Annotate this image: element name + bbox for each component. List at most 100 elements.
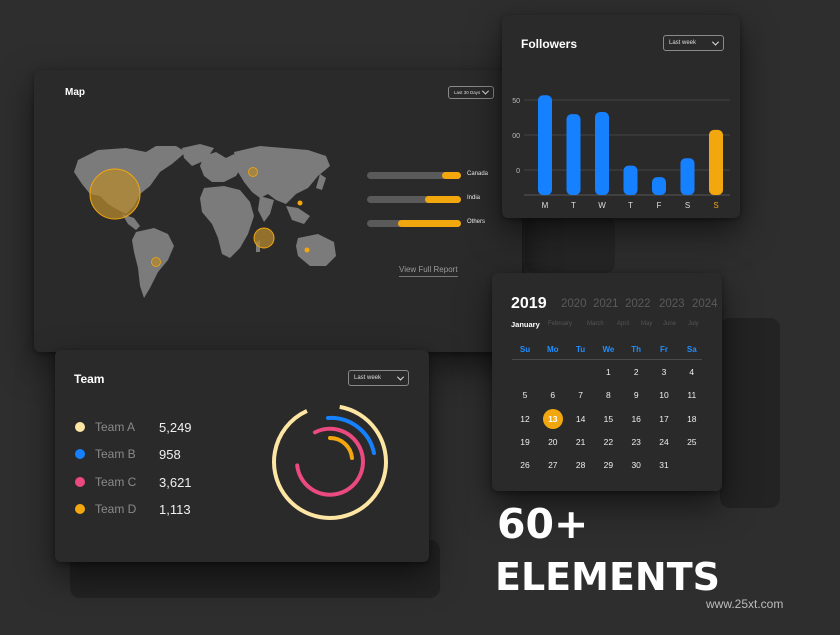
day-22[interactable]: 22	[603, 437, 614, 447]
day-23[interactable]: 23	[631, 437, 641, 447]
day-4[interactable]: 4	[689, 367, 695, 377]
team-b-dot	[75, 449, 85, 459]
month-option-march[interactable]: March	[587, 321, 604, 327]
day-9[interactable]: 9	[633, 390, 639, 400]
promo-count: 60+	[497, 500, 589, 548]
promo-headline: ELEMENTS	[495, 555, 720, 599]
day-2[interactable]: 2	[633, 367, 639, 377]
day-29[interactable]: 29	[603, 460, 614, 470]
year-option-2024[interactable]: 2024	[692, 298, 718, 310]
map-title: Map	[65, 87, 85, 98]
day-3[interactable]: 3	[661, 367, 667, 377]
year-option-2021[interactable]: 2021	[593, 298, 619, 310]
followers-day-label: T	[628, 201, 633, 210]
followers-day-label: S	[713, 201, 718, 210]
map-bar-fill	[425, 196, 461, 203]
calendar-divider	[512, 359, 702, 360]
day-27[interactable]: 27	[548, 460, 558, 470]
followers-day-label: M	[542, 201, 549, 210]
hotspot-asia	[297, 200, 303, 206]
day-26[interactable]: 26	[520, 460, 530, 470]
year-option-2019[interactable]: 2019	[511, 295, 547, 312]
map-bar-canada	[367, 172, 461, 179]
day-10[interactable]: 10	[659, 390, 669, 400]
team-range-select-label: Last week	[354, 375, 382, 381]
team-range-select[interactable]: Last week	[348, 370, 409, 386]
team-c-dot	[75, 477, 85, 487]
day-30[interactable]: 30	[631, 460, 641, 470]
team-row-d: Team D 1,113	[75, 501, 191, 517]
month-option-july[interactable]: July	[688, 321, 699, 327]
followers-bar	[595, 112, 609, 195]
map-bar-india	[367, 196, 461, 203]
month-option-january[interactable]: January	[511, 320, 540, 329]
team-c-ring	[295, 426, 365, 497]
team-a-ring	[272, 404, 388, 520]
day-19[interactable]: 19	[520, 437, 530, 447]
weekday-mo: Mo	[547, 345, 559, 354]
day-7[interactable]: 7	[578, 390, 583, 400]
map-bar-label: India	[467, 195, 481, 201]
month-option-june[interactable]: June	[663, 321, 677, 327]
day-24[interactable]: 24	[659, 437, 669, 447]
map-bar-label: Canada	[467, 171, 489, 177]
hotspot-india	[253, 227, 275, 249]
followers-y-tick: 50	[512, 98, 520, 105]
day-18[interactable]: 18	[687, 414, 697, 424]
followers-range-select-label: Last week	[669, 40, 697, 46]
day-6[interactable]: 6	[550, 390, 556, 400]
day-15[interactable]: 15	[603, 414, 614, 424]
asia-shape	[234, 146, 330, 204]
year-option-2020[interactable]: 2020	[561, 298, 587, 310]
day-16[interactable]: 16	[631, 414, 641, 424]
month-option-april[interactable]: April	[617, 321, 630, 327]
day-1[interactable]: 1	[606, 367, 611, 377]
india-shape	[258, 196, 274, 222]
day-17[interactable]: 17	[659, 414, 669, 424]
followers-range-select[interactable]: Last week	[663, 35, 724, 51]
map-range-select[interactable]: Last 30 Days	[448, 86, 494, 99]
day-11[interactable]: 11	[687, 390, 697, 400]
team-d-dot	[75, 504, 85, 514]
view-full-report-link[interactable]: View Full Report	[399, 265, 458, 277]
day-14[interactable]: 14	[575, 414, 586, 424]
year-option-2023[interactable]: 2023	[659, 298, 685, 310]
day-20[interactable]: 20	[548, 437, 558, 447]
team-c-value: 3,621	[159, 474, 192, 490]
followers-bar	[709, 129, 723, 195]
day-28[interactable]: 28	[575, 460, 586, 470]
hotspot-europe	[248, 167, 258, 177]
team-card: Team Last week Team A 5,249 Team B 958 T…	[55, 350, 429, 562]
africa-shape	[200, 186, 254, 258]
followers-y-tick: 0	[516, 168, 520, 175]
map-bar-fill	[398, 220, 461, 227]
followers-card: Followers Last week 50 00 0 M T W T F S S	[502, 15, 740, 218]
team-b-ring	[326, 415, 376, 455]
europe-shape	[200, 152, 242, 182]
year-option-2022[interactable]: 2022	[625, 298, 651, 310]
day-12[interactable]: 12	[520, 414, 530, 424]
day-31[interactable]: 31	[659, 460, 669, 470]
map-range-select-label: Last 30 Days	[454, 90, 481, 95]
calendar-card: 2019 2020 2021 2022 2023 2024 January February…	[492, 273, 722, 491]
weekday-tu: Tu	[576, 345, 586, 354]
day-25[interactable]: 25	[687, 437, 697, 447]
day-21[interactable]: 21	[575, 437, 586, 447]
day-13[interactable]: 13	[542, 409, 563, 429]
month-option-may[interactable]: May	[641, 321, 653, 327]
month-option-february[interactable]: February	[548, 321, 573, 327]
team-row-b: Team B 958	[75, 446, 181, 462]
day-8[interactable]: 8	[606, 390, 611, 400]
followers-day-label: F	[657, 201, 662, 210]
team-title: Team	[74, 372, 105, 386]
map-card: Map Last 30 Days	[34, 70, 522, 352]
followers-bar	[538, 95, 552, 195]
weekday-fr: Fr	[660, 345, 668, 354]
team-a-value: 5,249	[159, 419, 192, 435]
followers-bar	[652, 177, 666, 195]
team-a-name: Team A	[95, 420, 136, 434]
central-america-shape	[122, 214, 140, 230]
day-5[interactable]: 5	[522, 390, 528, 400]
weekday-su: Su	[519, 345, 531, 354]
australia-shape	[296, 234, 336, 266]
